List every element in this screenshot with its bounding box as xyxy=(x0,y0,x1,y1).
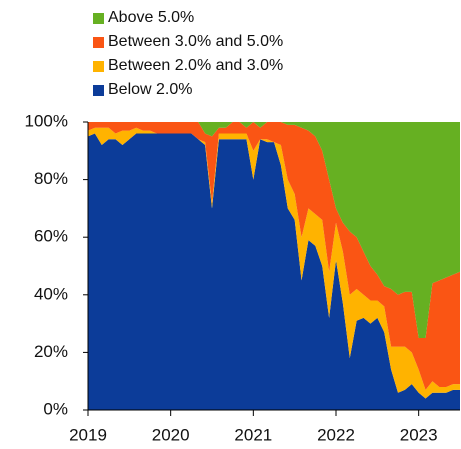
legend-label: Below 2.0% xyxy=(108,81,193,98)
area xyxy=(88,122,460,338)
legend-label: Between 3.0% and 5.0% xyxy=(108,33,283,50)
legend-label: Above 5.0% xyxy=(108,9,194,26)
y-tick-label: 100% xyxy=(25,111,68,130)
x-tick-label: 2021 xyxy=(234,425,272,444)
y-tick-label: 80% xyxy=(34,169,68,188)
legend-swatch xyxy=(93,13,104,24)
legend-swatch xyxy=(93,37,104,48)
y-tick-label: 20% xyxy=(34,342,68,361)
area xyxy=(88,133,460,410)
area xyxy=(88,122,460,390)
y-tick-label: 60% xyxy=(34,227,68,246)
y-tick-label: 40% xyxy=(34,284,68,303)
x-tick-label: 2019 xyxy=(69,425,107,444)
x-tick-label: 2020 xyxy=(152,425,190,444)
legend-swatch xyxy=(93,61,104,72)
x-tick-label: 2022 xyxy=(317,425,355,444)
y-tick-label: 0% xyxy=(43,399,68,418)
x-tick-label: 2023 xyxy=(400,425,438,444)
legend-swatch xyxy=(93,85,104,96)
legend-label: Between 2.0% and 3.0% xyxy=(108,57,283,74)
